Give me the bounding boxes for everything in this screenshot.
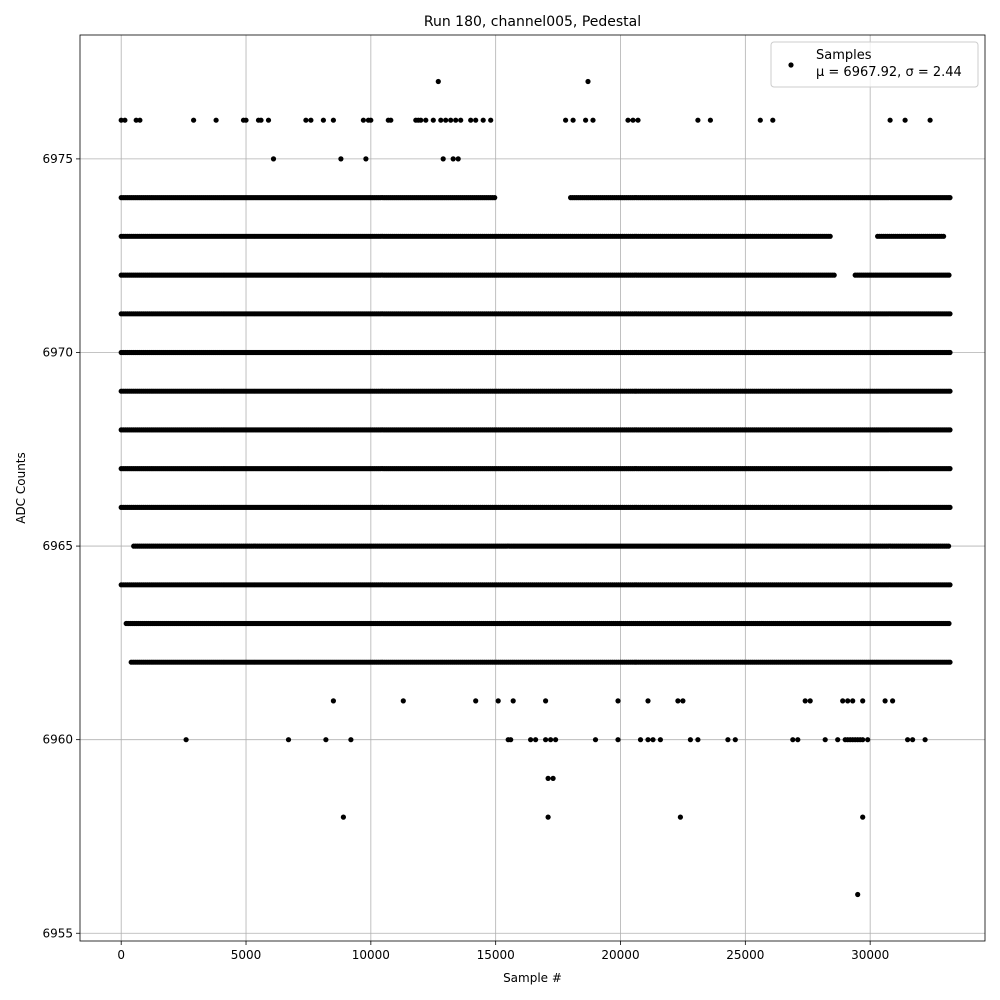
data-point [947, 311, 953, 317]
data-point [947, 659, 953, 665]
data-point [941, 233, 947, 239]
data-point [827, 233, 833, 239]
data-point [947, 427, 953, 433]
data-point [946, 620, 952, 627]
data-points [118, 78, 953, 898]
data-point [947, 582, 953, 588]
data-point [831, 272, 837, 278]
data-point [492, 195, 498, 201]
grid [80, 35, 985, 941]
data-point [947, 388, 953, 394]
data-point [947, 504, 953, 510]
data-point [946, 272, 952, 278]
data-point [947, 466, 953, 472]
data-point [947, 195, 953, 201]
data-point [947, 349, 953, 356]
